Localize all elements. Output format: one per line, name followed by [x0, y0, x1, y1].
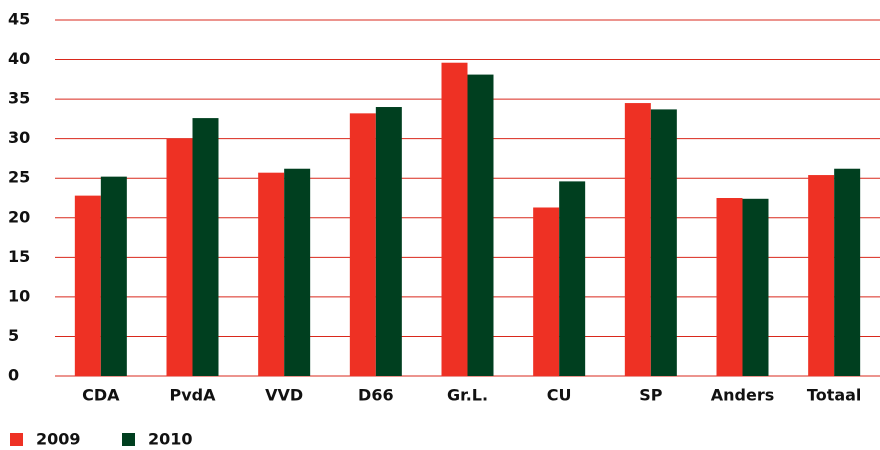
legend-label: 2010 [148, 430, 193, 449]
y-tick-label: 0 [8, 366, 19, 385]
x-tick-label: VVD [265, 386, 303, 405]
bar [624, 103, 651, 377]
y-tick-label: 15 [8, 247, 30, 266]
legend-swatch [10, 433, 23, 446]
y-tick-label: 20 [8, 207, 30, 226]
bar [258, 172, 285, 376]
bar [467, 74, 494, 376]
y-tick-label: 35 [8, 89, 30, 108]
x-tick-label: CDA [82, 386, 120, 405]
bar [742, 198, 769, 376]
bar [834, 168, 861, 376]
bar [716, 198, 743, 376]
y-tick-label: 25 [8, 168, 30, 187]
y-tick-label: 10 [8, 286, 30, 305]
bar [650, 109, 677, 376]
bar [559, 181, 586, 376]
x-tick-label: Totaal [807, 386, 862, 405]
bar [808, 175, 835, 376]
y-tick-label: 40 [8, 49, 30, 68]
bar [375, 107, 402, 377]
y-tick-label: 5 [8, 326, 19, 345]
x-tick-label: D66 [358, 386, 394, 405]
legend-swatch [122, 433, 135, 446]
x-tick-label: CU [547, 386, 572, 405]
bar [349, 113, 376, 377]
x-tick-label: Anders [711, 386, 775, 405]
bar [100, 176, 127, 376]
bar [533, 207, 560, 376]
bar [284, 168, 311, 376]
bar [166, 138, 193, 376]
bar [192, 118, 219, 376]
x-tick-label: Gr.L. [447, 386, 488, 405]
y-tick-label: 45 [8, 10, 30, 29]
y-tick-label: 30 [8, 128, 30, 147]
bar [74, 195, 101, 376]
legend-label: 2009 [36, 430, 81, 449]
x-tick-label: PvdA [170, 386, 217, 405]
x-tick-label: SP [639, 386, 663, 405]
bar [441, 62, 468, 376]
